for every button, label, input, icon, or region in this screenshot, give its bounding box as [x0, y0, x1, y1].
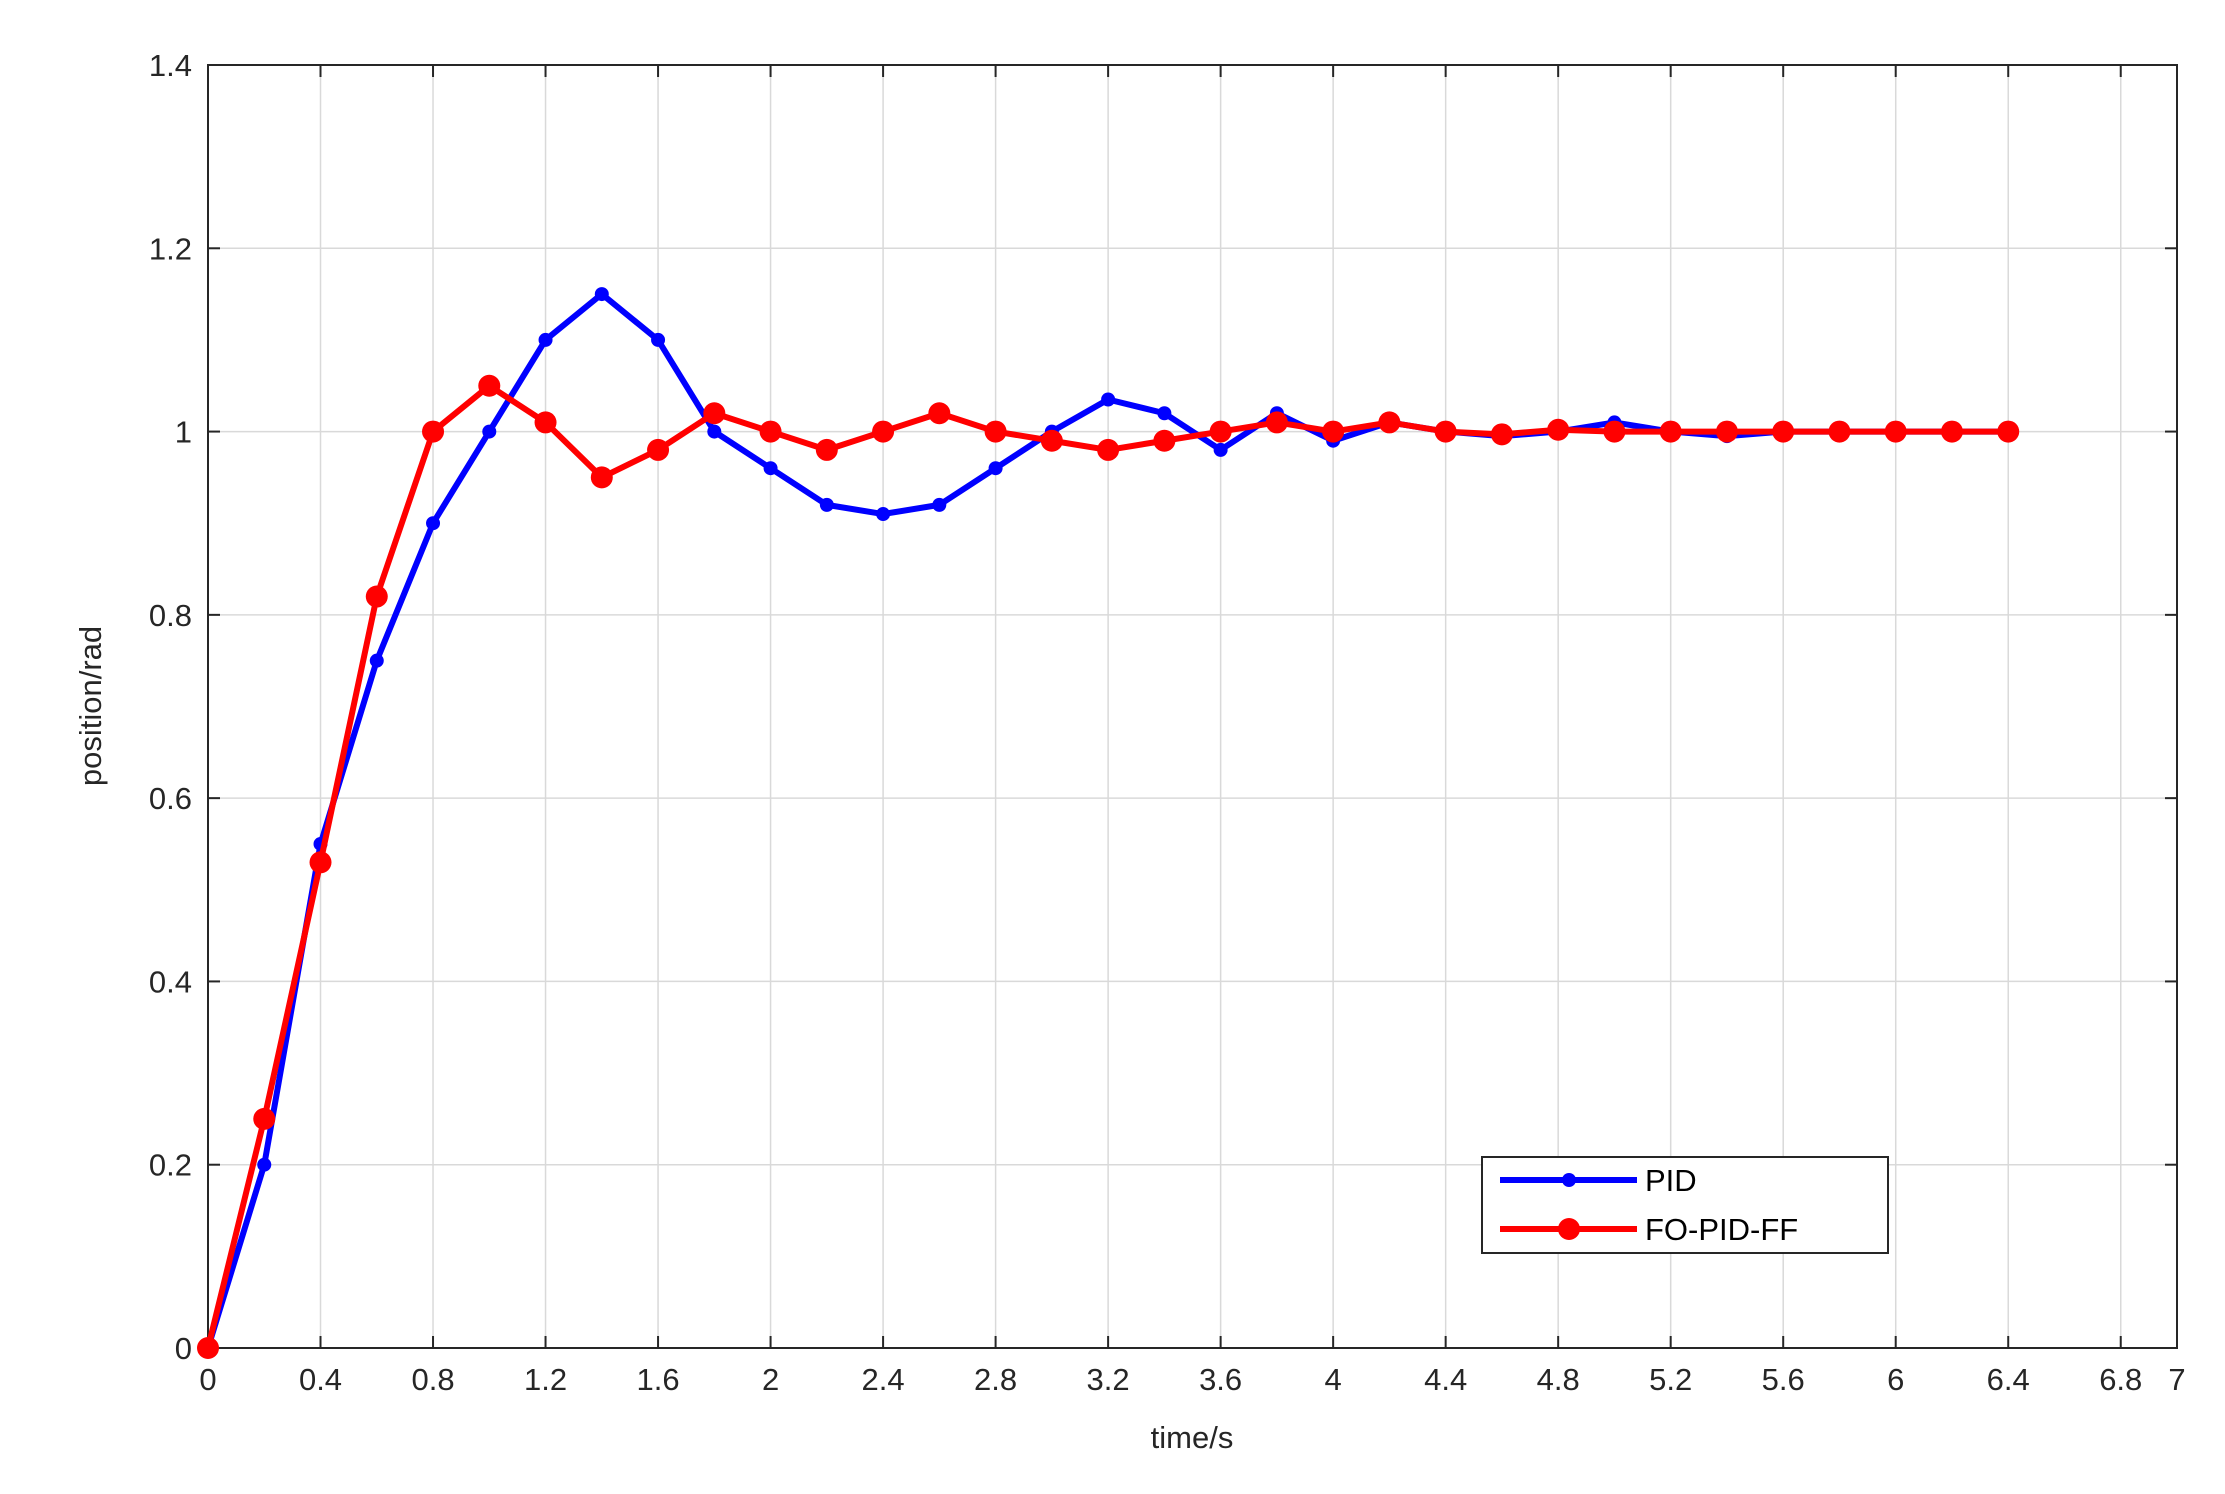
data-point-fo-pid-ff	[253, 1107, 276, 1130]
data-point-pid	[651, 332, 666, 347]
x-tick-label: 4.4	[1424, 1362, 1467, 1397]
data-point-fo-pid-ff	[1490, 423, 1513, 446]
data-point-fo-pid-ff	[647, 438, 670, 461]
data-point-fo-pid-ff	[1828, 420, 1851, 443]
x-tick-label: 1.6	[637, 1362, 680, 1397]
data-point-fo-pid-ff	[1997, 420, 2020, 443]
data-point-pid	[1157, 406, 1172, 421]
data-point-fo-pid-ff	[534, 411, 557, 434]
data-point-fo-pid-ff	[1378, 411, 1401, 434]
data-point-fo-pid-ff	[309, 851, 332, 874]
data-point-fo-pid-ff	[1434, 420, 1457, 443]
y-axis-label: position/rad	[73, 626, 108, 786]
data-point-pid	[369, 653, 384, 668]
data-point-fo-pid-ff	[590, 466, 613, 489]
x-tick-label: 0.4	[299, 1362, 342, 1397]
series-fo-pid-ff	[197, 374, 2020, 1359]
x-tick-label: 6.4	[1987, 1362, 2030, 1397]
data-point-pid	[538, 332, 553, 347]
data-point-fo-pid-ff	[928, 402, 951, 425]
data-point-fo-pid-ff	[1097, 438, 1120, 461]
data-point-fo-pid-ff	[703, 402, 726, 425]
legend-marker-pid	[1562, 1173, 1576, 1187]
data-point-fo-pid-ff	[984, 420, 1007, 443]
data-point-fo-pid-ff	[365, 585, 388, 608]
x-tick-label: 4	[1325, 1362, 1342, 1397]
data-point-pid	[707, 424, 722, 439]
legend-label-fo-pid-ff: FO-PID-FF	[1645, 1212, 1798, 1247]
x-tick-label: 5.2	[1649, 1362, 1692, 1397]
data-point-fo-pid-ff	[1547, 418, 1570, 441]
series-layer	[197, 287, 2020, 1359]
data-point-fo-pid-ff	[478, 374, 501, 397]
data-point-fo-pid-ff	[422, 420, 445, 443]
x-tick-label: 3.6	[1199, 1362, 1242, 1397]
x-tick-label: 5.6	[1762, 1362, 1805, 1397]
x-tick-label: 2.4	[862, 1362, 905, 1397]
y-axis-ticks: 0 0.2 0.4 0.6 0.8 1 1.2 1.4	[149, 48, 2177, 1366]
data-point-fo-pid-ff	[872, 420, 895, 443]
plot-frame	[207, 64, 2178, 1349]
x-tick-label: 6	[1887, 1362, 1904, 1397]
y-tick-label: 1	[175, 415, 192, 450]
y-tick-label: 0.4	[149, 964, 192, 999]
x-tick-label: 2	[762, 1362, 779, 1397]
y-tick-label: 1.4	[149, 48, 192, 83]
x-axis-label: time/s	[1151, 1420, 1234, 1455]
data-point-fo-pid-ff	[815, 438, 838, 461]
data-point-fo-pid-ff	[1322, 420, 1345, 443]
data-point-pid	[257, 1157, 272, 1172]
data-point-pid	[1213, 442, 1228, 457]
data-point-fo-pid-ff	[1603, 420, 1626, 443]
legend: PID FO-PID-FF	[1481, 1156, 1889, 1254]
legend-box	[1481, 1156, 1889, 1254]
y-tick-label: 0	[175, 1331, 192, 1366]
legend-marker-fo-pid-ff	[1558, 1218, 1580, 1240]
data-point-pid	[482, 424, 497, 439]
x-tick-label: 4.8	[1537, 1362, 1580, 1397]
data-point-fo-pid-ff	[1659, 420, 1682, 443]
data-point-fo-pid-ff	[1040, 429, 1063, 452]
data-point-fo-pid-ff	[1940, 420, 1963, 443]
plot-background	[208, 65, 2177, 1348]
data-point-fo-pid-ff	[759, 420, 782, 443]
y-tick-label: 1.2	[149, 231, 192, 266]
y-tick-label: 0.2	[149, 1148, 192, 1183]
data-point-pid	[1101, 392, 1116, 407]
data-point-fo-pid-ff	[1772, 420, 1795, 443]
data-point-pid	[819, 497, 834, 512]
data-point-pid	[876, 507, 891, 522]
y-tick-label: 0.8	[149, 598, 192, 633]
x-tick-label: 2.8	[974, 1362, 1017, 1397]
x-tick-label: 3.2	[1087, 1362, 1130, 1397]
data-point-fo-pid-ff	[1884, 420, 1907, 443]
x-axis-ticks: 0 0.4 0.8 1.2 1.6 2 2.4 2.8 3.2 3.6 4 4.4 4.8 5.2 5.6 6…	[199, 65, 2186, 1397]
data-point-fo-pid-ff	[1265, 411, 1288, 434]
data-point-pid	[988, 461, 1003, 476]
data-point-fo-pid-ff	[1153, 429, 1176, 452]
data-point-fo-pid-ff	[197, 1337, 219, 1359]
data-point-pid	[763, 461, 778, 476]
data-point-fo-pid-ff	[1715, 420, 1738, 443]
data-point-fo-pid-ff	[1209, 420, 1232, 443]
x-tick-label: 0.8	[411, 1362, 454, 1397]
data-point-pid	[932, 497, 947, 512]
x-tick-label: 0	[199, 1362, 216, 1397]
x-tick-label: 6.8	[2099, 1362, 2142, 1397]
data-point-pid	[594, 287, 609, 302]
x-tick-label: 1.2	[524, 1362, 567, 1397]
legend-label-pid: PID	[1645, 1163, 1697, 1198]
data-point-pid	[426, 516, 441, 531]
y-tick-label: 0.6	[149, 781, 192, 816]
x-tick-label: 7	[2168, 1362, 2185, 1397]
